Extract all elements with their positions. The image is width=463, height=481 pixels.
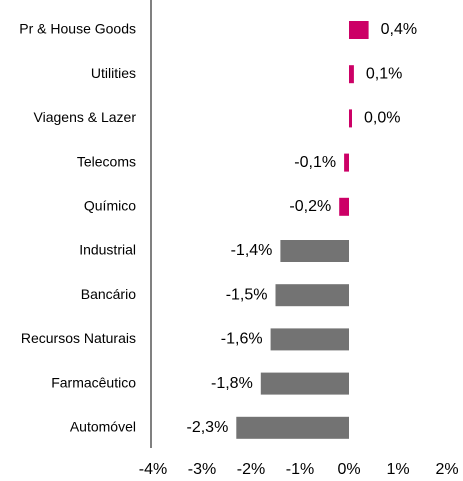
x-tick-label: -1% [286, 461, 314, 478]
value-label: 0,0% [364, 110, 400, 127]
x-tick-label: -2% [237, 461, 265, 478]
bar [275, 284, 349, 307]
value-label: 0,1% [366, 65, 402, 82]
bar [349, 109, 352, 128]
category-label: Recursos Naturais [21, 330, 136, 346]
category-label: Utilities [91, 65, 136, 81]
category-label: Automóvel [70, 419, 136, 435]
category-label: Bancário [81, 286, 136, 302]
x-tick-label: -3% [188, 461, 216, 478]
category-label: Químico [84, 198, 136, 214]
value-label: 0,4% [381, 21, 417, 38]
category-label: Telecoms [77, 153, 136, 169]
x-tick-label: 0% [337, 461, 360, 478]
bar [344, 153, 349, 172]
bar [270, 328, 349, 351]
bar [236, 416, 349, 439]
category-label: Industrial [79, 242, 136, 258]
category-label: Farmacêutico [51, 374, 136, 390]
value-label: -1,6% [221, 331, 263, 348]
bar [349, 21, 369, 39]
bar [339, 197, 349, 216]
value-label: -0,2% [289, 198, 331, 215]
category-label: Viagens & Lazer [34, 109, 137, 125]
value-label: -1,4% [231, 242, 273, 259]
x-tick-label: 1% [386, 461, 409, 478]
value-label: -1,8% [211, 375, 253, 392]
value-label: -0,1% [294, 154, 336, 171]
bar [280, 240, 349, 262]
bar [260, 372, 349, 395]
x-tick-label: 2% [435, 461, 458, 478]
bar [349, 65, 354, 84]
category-label: Pr & House Goods [19, 21, 136, 37]
value-label: -1,5% [226, 286, 268, 303]
value-label: -2,3% [187, 419, 229, 436]
x-tick-label: -4% [139, 461, 167, 478]
